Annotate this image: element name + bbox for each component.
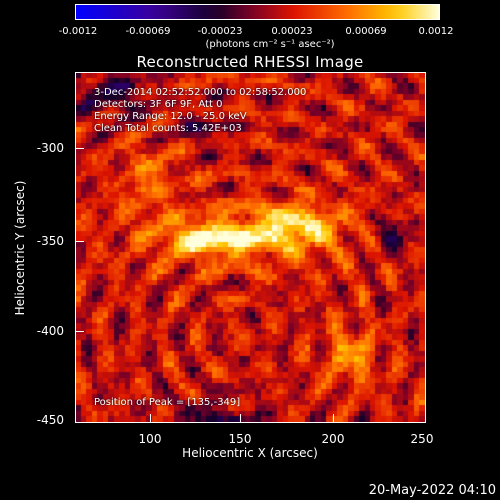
y-axis-label: Heliocentric Y (arcsec) xyxy=(13,180,27,316)
y-tick-mark xyxy=(76,241,84,242)
colorbar-tick: -0.00069 xyxy=(125,26,171,37)
detectors-text: Detectors: 3F 6F 9F, Att 0 xyxy=(94,99,223,110)
colorbar-ticks: -0.0012 -0.00069 -0.00023 0.00023 0.0006… xyxy=(0,0,500,40)
x-tick-label: 200 xyxy=(321,432,345,446)
y-tick-label: -300 xyxy=(36,141,64,155)
colorbar-tick: -0.00023 xyxy=(197,26,243,37)
rhessi-image xyxy=(76,73,425,422)
colorbar xyxy=(75,4,440,20)
y-tick-mark xyxy=(76,331,84,332)
y-tick-label: -350 xyxy=(36,234,64,248)
colorbar-tick: 0.00069 xyxy=(345,26,387,37)
x-tick-label: 250 xyxy=(410,432,434,446)
y-tick-label: -450 xyxy=(36,413,64,427)
colorbar-tick: 0.00023 xyxy=(271,26,313,37)
time-range-text: 3-Dec-2014 02:52:52.000 to 02:58:52.000 xyxy=(94,87,307,98)
x-tick-mark xyxy=(240,414,241,422)
x-tick-label: 150 xyxy=(228,432,252,446)
colorbar-tick: 0.0012 xyxy=(418,26,454,37)
image-plot: 3-Dec-2014 02:52:52.000 to 02:58:52.000 … xyxy=(75,72,426,423)
colorbar-tick: -0.0012 xyxy=(58,26,98,37)
y-tick-mark xyxy=(76,148,84,149)
x-tick-label: 100 xyxy=(138,432,162,446)
x-tick-mark xyxy=(150,414,151,422)
colorbar-units: (photons cm⁻² s⁻¹ asec⁻²) xyxy=(205,39,335,50)
x-tick-mark xyxy=(333,414,334,422)
total-counts-text: Clean Total counts: 5.42E+03 xyxy=(94,123,242,134)
peak-position-text: Position of Peak = [135,-349] xyxy=(94,397,241,408)
y-tick-label: -400 xyxy=(36,324,64,338)
date-stamp: 20-May-2022 04:10 xyxy=(368,483,496,498)
x-axis-label: Heliocentric X (arcsec) xyxy=(182,446,318,460)
image-title: Reconstructed RHESSI Image xyxy=(136,53,364,71)
energy-range-text: Energy Range: 12.0 - 25.0 keV xyxy=(94,111,247,122)
